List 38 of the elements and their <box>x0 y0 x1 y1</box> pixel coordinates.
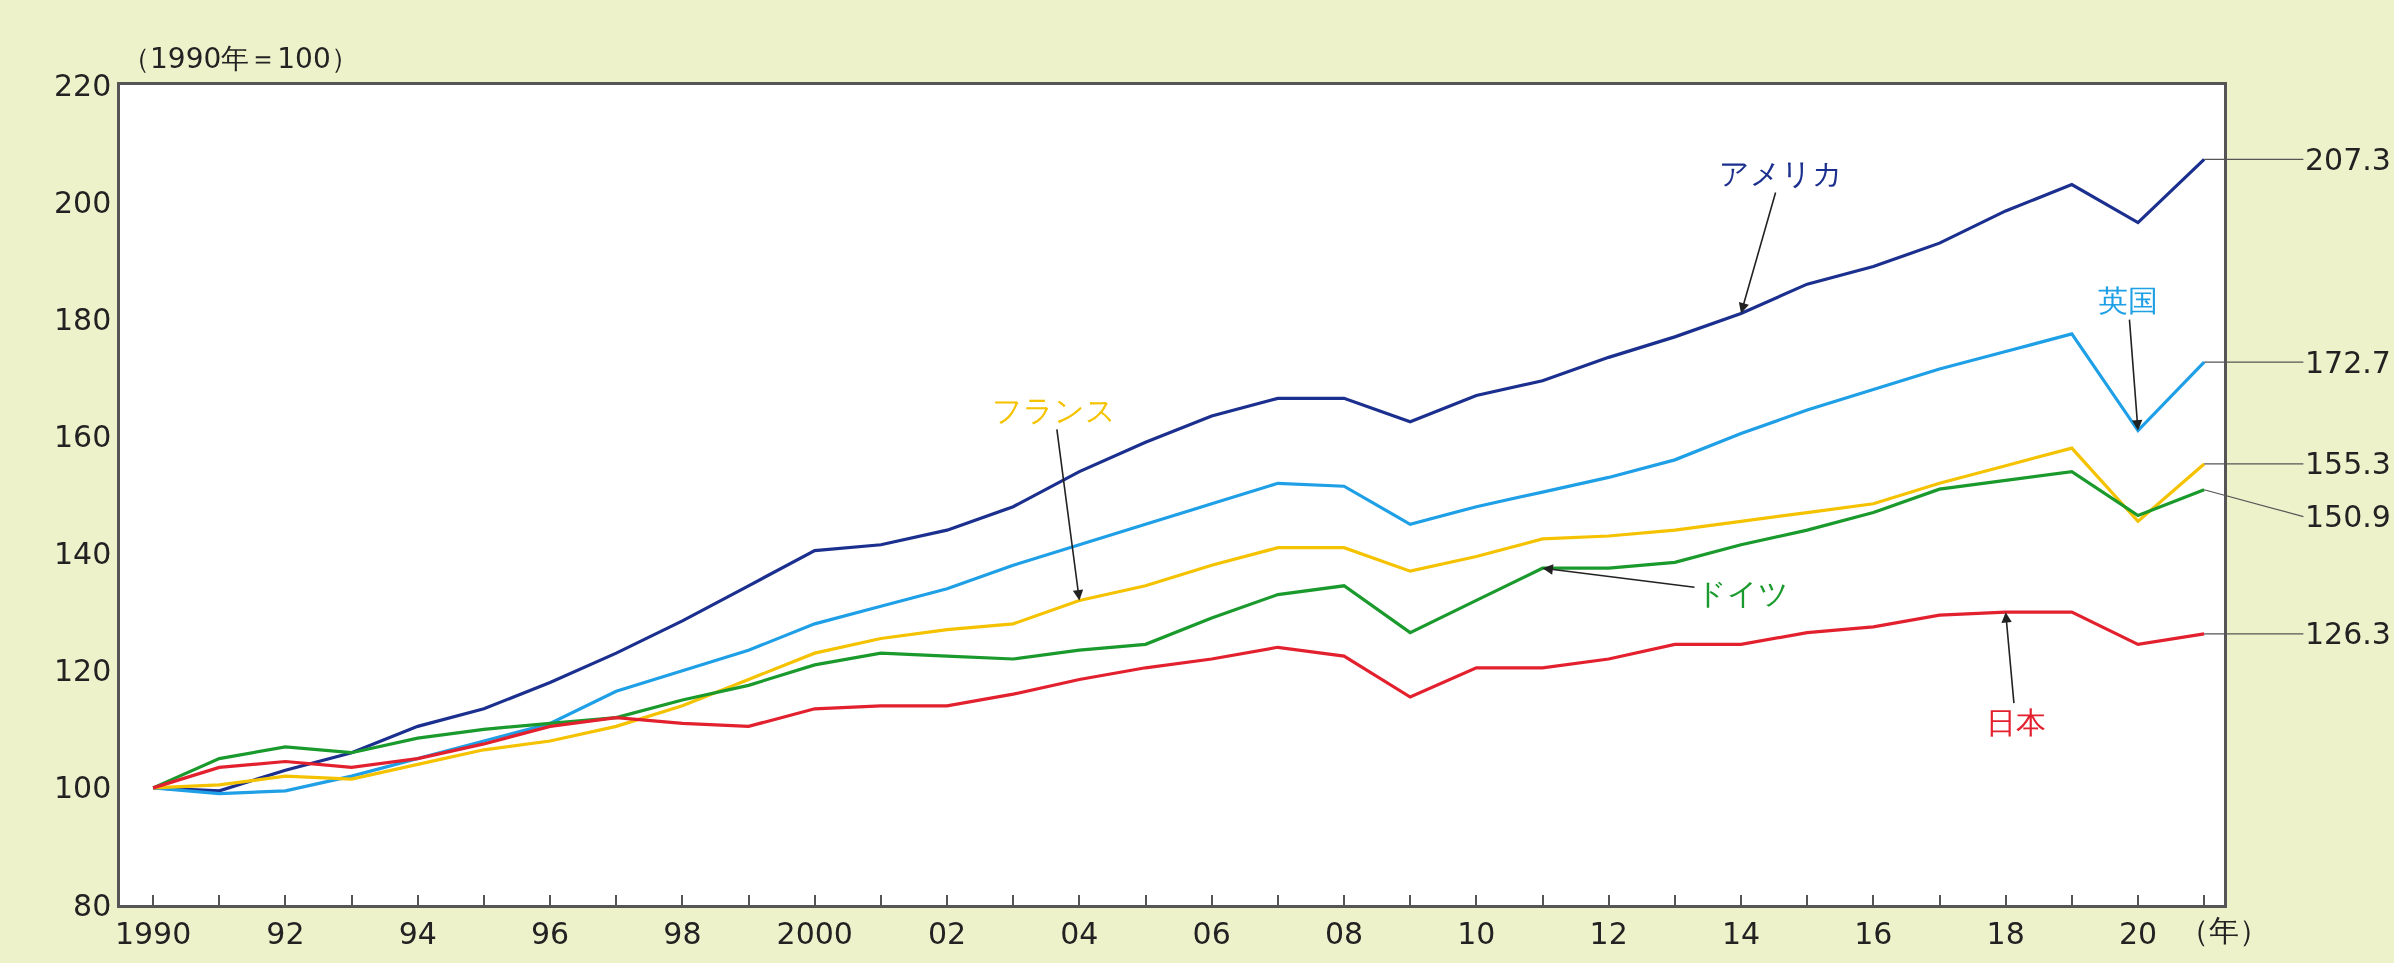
x-tick-label: 18 <box>1986 915 2025 951</box>
text: アメリカ <box>1719 156 1843 191</box>
data-label: 155.3 <box>2305 446 2391 481</box>
y-tick-label: 100 <box>53 770 112 806</box>
x-tick-label: 04 <box>1060 915 1099 951</box>
y-tick-label: 140 <box>53 536 112 572</box>
y-tick-label: 80 <box>73 887 112 923</box>
text: フランス <box>992 393 1116 428</box>
x-tick-label: 92 <box>266 915 305 951</box>
line-series <box>151 610 2206 790</box>
text: 日本 <box>1986 705 2046 740</box>
data-label: 150.9 <box>2305 499 2391 534</box>
y-tick-label: 180 <box>53 301 112 337</box>
x-tick-label: 94 <box>398 915 437 951</box>
x-tick-label: 1990 <box>114 915 192 951</box>
data-label: 172.7 <box>2305 345 2391 380</box>
x-tick-label: 12 <box>1589 915 1628 951</box>
y-tick-label: 120 <box>53 653 112 689</box>
y-tick-label: 220 <box>53 67 112 103</box>
x-axis-title: （年） <box>2179 913 2269 948</box>
y-tick-label: 160 <box>53 418 112 454</box>
line-series <box>151 332 2206 796</box>
x-tick-label: 98 <box>663 915 702 951</box>
x-tick-label: 06 <box>1192 915 1231 951</box>
x-tick-label: 16 <box>1854 915 1893 951</box>
data-label: 126.3 <box>2305 616 2391 651</box>
x-tick-label: 96 <box>530 915 570 951</box>
series-label: ドイツ <box>1696 576 1789 611</box>
x-tick-label: 08 <box>1324 915 1364 951</box>
x-tick-label: 02 <box>927 915 967 951</box>
x-tick-label: 2000 <box>776 915 853 951</box>
y-tick-label: 200 <box>53 184 112 220</box>
data-label: 207.3 <box>2305 142 2391 177</box>
x-tick-label: 20 <box>2118 915 2158 951</box>
x-tick-label: 14 <box>1721 915 1761 951</box>
series-label: 英国 <box>2098 283 2158 318</box>
x-tick-label: 10 <box>1457 915 1496 951</box>
y-axis-title: （1990年＝100） <box>122 42 359 75</box>
